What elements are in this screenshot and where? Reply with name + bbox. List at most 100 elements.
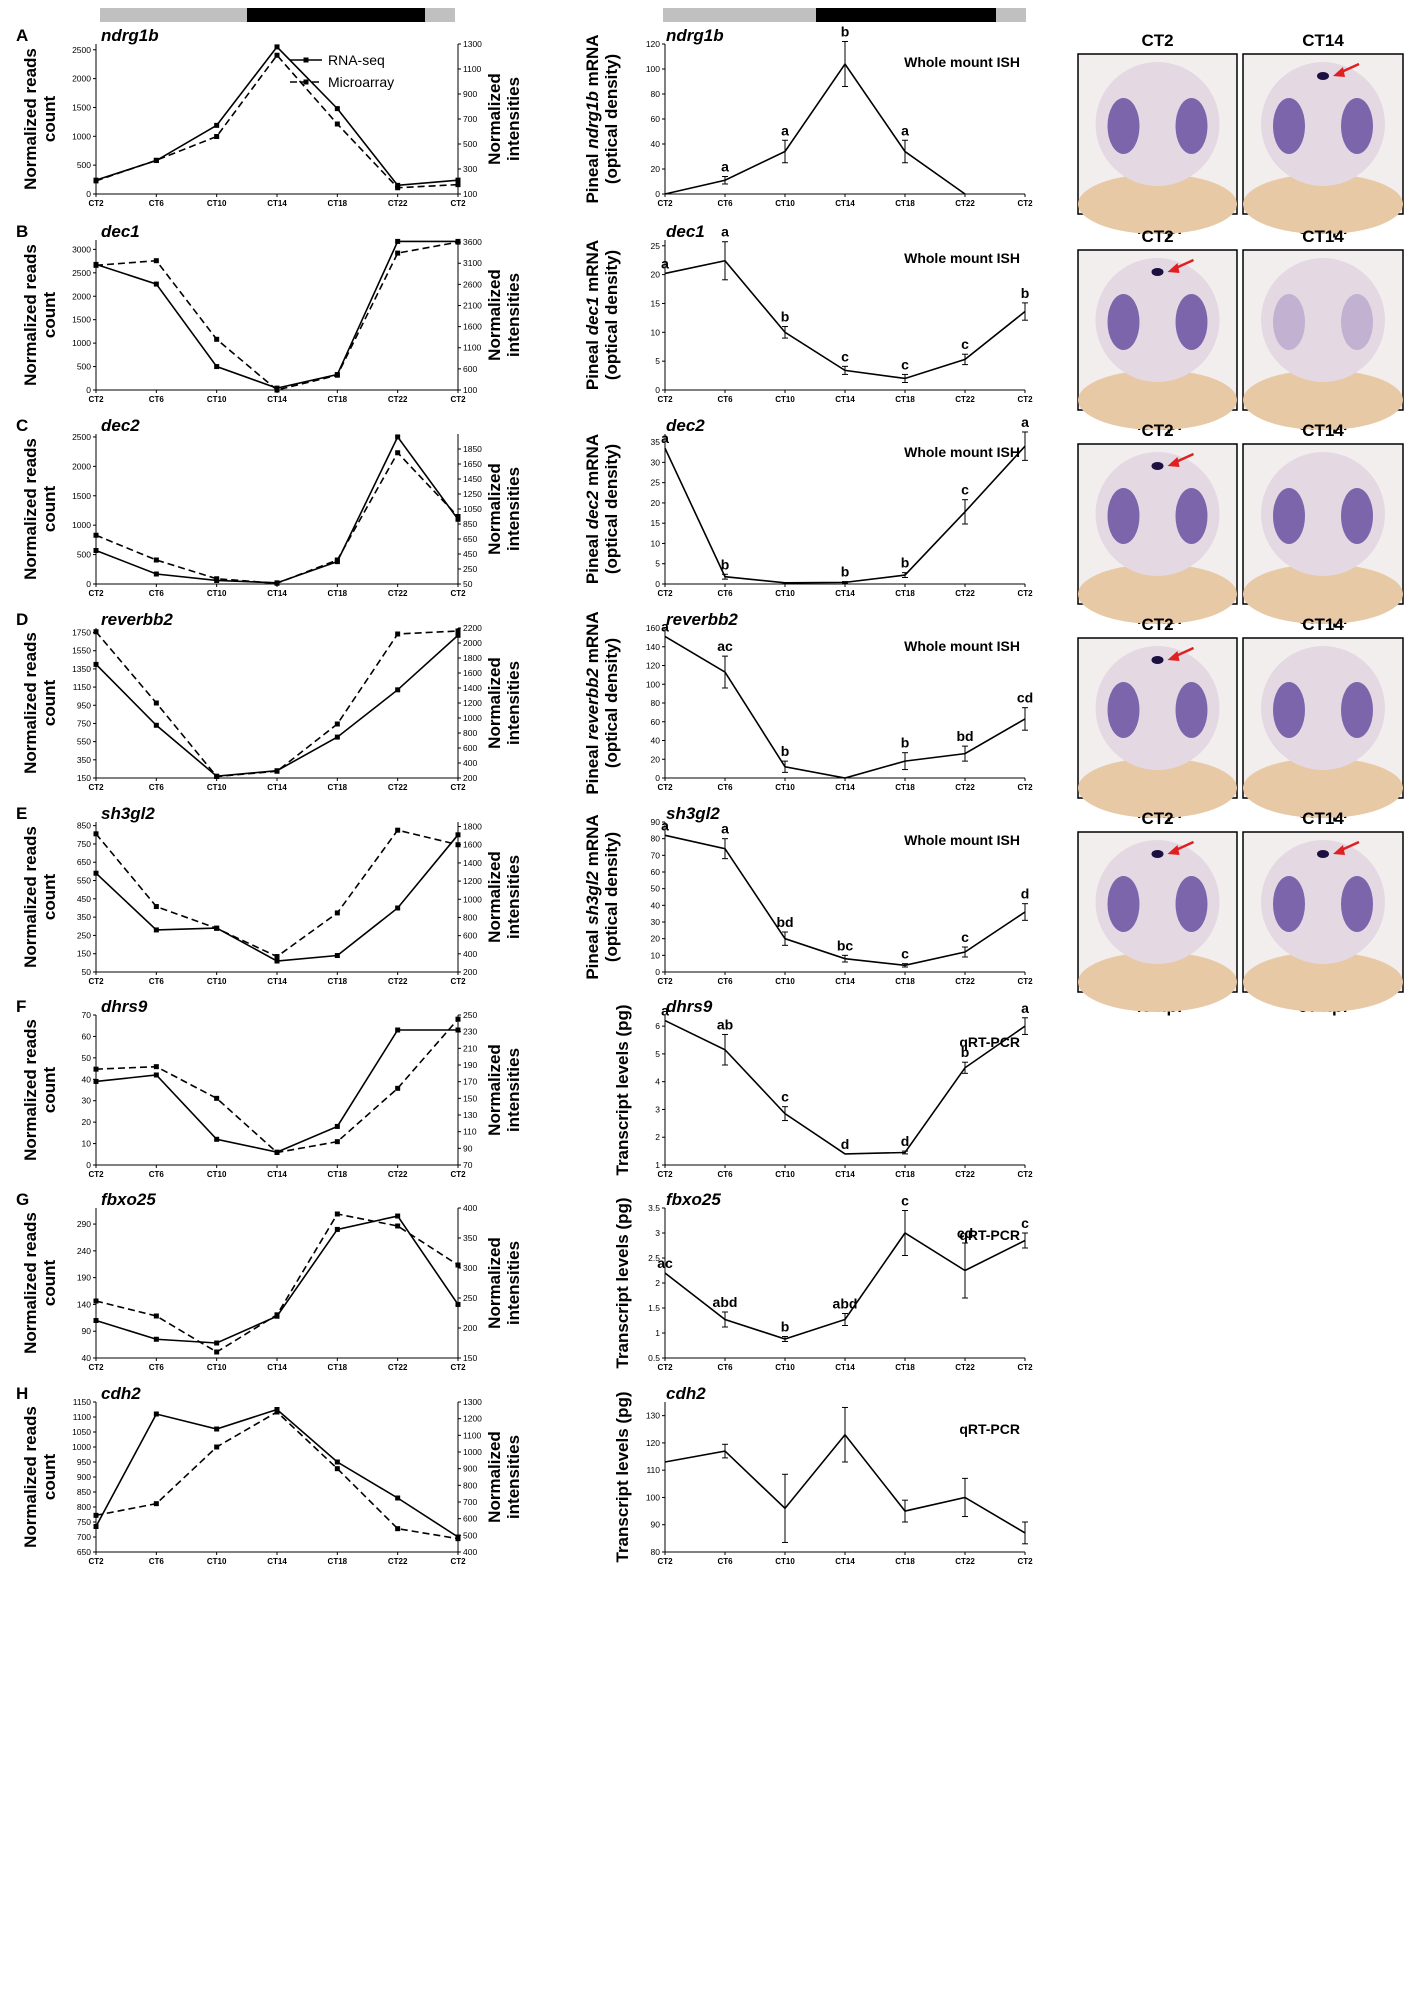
gene-name: cdh2 <box>666 1384 706 1403</box>
eye-stain <box>1341 488 1373 544</box>
left-primary-y-tick-label: 1500 <box>72 491 91 501</box>
y-label-reads: Normalized readscount <box>21 632 59 774</box>
right-primary-y-tick-label: 30 <box>651 457 661 467</box>
gene-name: cdh2 <box>101 1384 141 1403</box>
left-primary-y-tick-label: 700 <box>77 1532 91 1542</box>
left-x-tick-label: CT2 <box>450 199 466 208</box>
series-microarray-point <box>334 557 340 563</box>
left-secondary-y-tick-label: 600 <box>463 364 477 374</box>
series-rnaseq-point <box>214 1340 220 1346</box>
left-primary-y-tick-label: 1150 <box>73 1397 92 1407</box>
left-x-tick-label: CT10 <box>207 199 227 208</box>
right-primary-y-tick-label: 70 <box>651 850 661 860</box>
left-x-tick-label: CT2 <box>88 395 104 404</box>
right-primary-y-tick-label: 80 <box>651 1547 661 1557</box>
yolk <box>1078 564 1237 624</box>
y-label-reads-line: Normalized reads <box>21 1406 40 1548</box>
y-label-intensities-line: Normalized <box>485 1431 504 1523</box>
image-ct-label: CT14 <box>1302 809 1344 828</box>
left-secondary-y-tick-label: 70 <box>463 1160 473 1170</box>
right-primary-y-tick-label: 40 <box>651 900 661 910</box>
series-rnaseq-point <box>395 238 401 244</box>
y-label-ish-line: Pineal dec2 mRNA <box>583 434 602 584</box>
left-x-tick-label: CT2 <box>450 1557 466 1566</box>
left-primary-y-tick-label: 50 <box>82 1053 92 1063</box>
right-primary-y-tick-label: 5 <box>655 559 660 569</box>
right-primary-y-tick-label: 40 <box>651 139 661 149</box>
right-x-tick-label: CT10 <box>775 199 795 208</box>
series-microarray-point <box>153 700 159 706</box>
series-microarray-line <box>95 630 459 778</box>
right-primary-y-tick-label: 120 <box>646 1438 660 1448</box>
right-primary-y-tick-label: 90 <box>651 817 661 827</box>
left-primary-y-tick-label: 1100 <box>73 1412 92 1422</box>
significance-letter: b <box>841 24 850 40</box>
right-x-tick-label: CT14 <box>835 395 855 404</box>
right-primary-y-tick-label: 10 <box>651 950 661 960</box>
eye-stain <box>1107 488 1140 544</box>
series-microarray-point <box>93 178 99 184</box>
series-microarray-point <box>274 768 280 774</box>
left-secondary-y-tick-label: 1300 <box>463 39 482 49</box>
eye-stain <box>1273 488 1305 544</box>
series-microarray-point <box>214 336 220 342</box>
right-primary-y-tick-label: 20 <box>651 934 661 944</box>
right-x-tick-label: CT18 <box>895 1363 915 1372</box>
significance-letter: c <box>901 946 909 962</box>
y-label-ish-part: Pineal <box>583 149 602 204</box>
left-x-tick-label: CT6 <box>149 589 165 598</box>
left-secondary-y-tick-label: 250 <box>463 1010 477 1020</box>
series-rnaseq-point <box>455 516 461 522</box>
series-rnaseq-line <box>95 634 459 778</box>
significance-letter: b <box>841 564 850 580</box>
right-x-tick-label: CT18 <box>895 589 915 598</box>
gene-name: dhrs9 <box>666 997 713 1016</box>
left-secondary-y-tick-label: 300 <box>463 1263 477 1273</box>
left-primary-y-tick-label: 550 <box>77 737 91 747</box>
right-primary-y-tick-label: 110 <box>646 1465 660 1475</box>
right-x-tick-label: CT2 <box>657 589 673 598</box>
left-primary-y-tick-label: 150 <box>77 949 91 959</box>
y-label-intensities-line: Normalized <box>485 269 504 361</box>
right-x-tick-label: CT10 <box>775 395 795 404</box>
embryo-image <box>1242 443 1404 624</box>
left-x-tick-label: CT18 <box>328 199 348 208</box>
y-label-ish-part: ndrg1b <box>583 91 602 149</box>
series-microarray-point <box>334 721 340 727</box>
left-primary-y-tick-label: 500 <box>77 550 91 560</box>
left-primary-y-tick-label: 70 <box>82 1010 92 1020</box>
significance-letter: c <box>961 336 969 352</box>
legend-rnaseq-label: RNA-seq <box>328 52 385 68</box>
arrow-head <box>1167 457 1180 467</box>
significance-letter: d <box>1021 886 1030 902</box>
left-primary-y-tick-label: 140 <box>77 1299 91 1309</box>
left-secondary-y-tick-label: 1050 <box>463 504 482 514</box>
left-secondary-y-tick-label: 400 <box>463 949 477 959</box>
series-microarray-line <box>95 53 459 189</box>
eye-stain <box>1341 876 1373 932</box>
y-label-reads: Normalized readscount <box>21 438 59 580</box>
pineal-spot <box>1151 850 1164 858</box>
series-microarray-point <box>455 628 461 634</box>
significance-letter: a <box>661 618 669 634</box>
right-x-tick-label: CT10 <box>775 783 795 792</box>
left-x-tick-label: CT14 <box>267 199 287 208</box>
light-dark-bar-right <box>663 8 1026 22</box>
y-label-intensities-line: intensities <box>504 1048 523 1132</box>
eye-stain <box>1107 682 1140 738</box>
method-label: Whole mount ISH <box>904 638 1020 654</box>
series-microarray-point <box>274 1150 280 1155</box>
y-label-qpcr-line: Transcript levels (pg) <box>613 1198 632 1369</box>
series-rnaseq-point <box>455 832 461 838</box>
y-label-ish-part: reverbb2 <box>583 667 602 739</box>
significance-letter: a <box>661 255 669 271</box>
right-primary-y-tick-label: 130 <box>646 1411 660 1421</box>
left-primary-y-tick-label: 950 <box>77 1457 91 1467</box>
left-x-tick-label: CT18 <box>328 783 348 792</box>
left-secondary-y-tick-label: 900 <box>463 1464 477 1474</box>
left-primary-y-tick-label: 0 <box>86 385 91 395</box>
